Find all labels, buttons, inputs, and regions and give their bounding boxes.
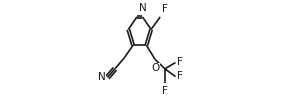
Text: N: N — [139, 3, 146, 13]
Text: O: O — [151, 63, 159, 73]
Text: F: F — [162, 86, 168, 96]
Text: F: F — [162, 4, 168, 14]
Text: F: F — [177, 71, 183, 81]
Text: N: N — [98, 72, 106, 82]
Text: F: F — [177, 57, 183, 67]
